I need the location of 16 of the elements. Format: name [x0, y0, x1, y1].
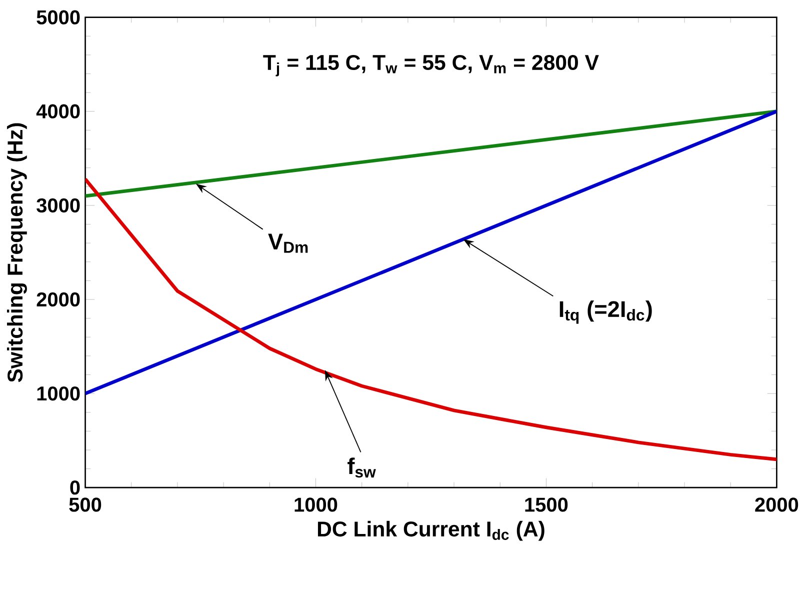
x-axis-title: DC Link Current I$_{dc}$ (A)	[318, 520, 544, 541]
y-tick-label: 4000	[36, 104, 80, 118]
y-axis-title: Switching Frequency (Hz)	[7, 123, 27, 382]
annotation: I$_{tq}$ (=2I$_{dc}$)	[560, 300, 652, 324]
x-tick-label: 500	[69, 498, 102, 512]
text: T$_{j}$ = 115 C, T$_{w}$ = 55 C, V$_{m}$ = 2800 V	[263, 54, 599, 76]
x-tick-label: 1500	[525, 498, 568, 512]
annotation: f$_{sw}$	[348, 458, 376, 478]
x-tick-label: 1000	[294, 498, 338, 512]
y-tick-label: 0	[70, 480, 80, 495]
y-tick-label: 5000	[36, 10, 80, 24]
y-tick-label: 2000	[36, 292, 80, 306]
annotation: V$_{Dm}$	[268, 234, 308, 253]
x-tick-label: 2000	[755, 498, 798, 512]
y-tick-label: 3000	[36, 198, 80, 212]
y-tick-label: 1000	[37, 386, 80, 401]
